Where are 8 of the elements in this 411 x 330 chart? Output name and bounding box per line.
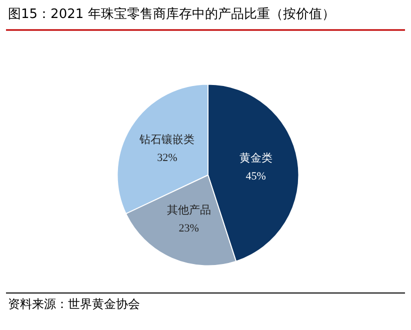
slice-label: 钻石镶嵌类 xyxy=(138,133,195,146)
text: 资料来源：世界黄金协会 xyxy=(8,297,140,311)
slice-label: 其他产品 xyxy=(166,203,211,216)
chart-title: 图15：2021 年珠宝零售商库存中的产品比重（按价值） xyxy=(8,6,335,22)
data-label: 32% xyxy=(157,152,178,164)
slice-label: 黄金类 xyxy=(239,151,272,164)
data-label: 45% xyxy=(246,170,266,182)
data-label: 23% xyxy=(178,222,199,234)
